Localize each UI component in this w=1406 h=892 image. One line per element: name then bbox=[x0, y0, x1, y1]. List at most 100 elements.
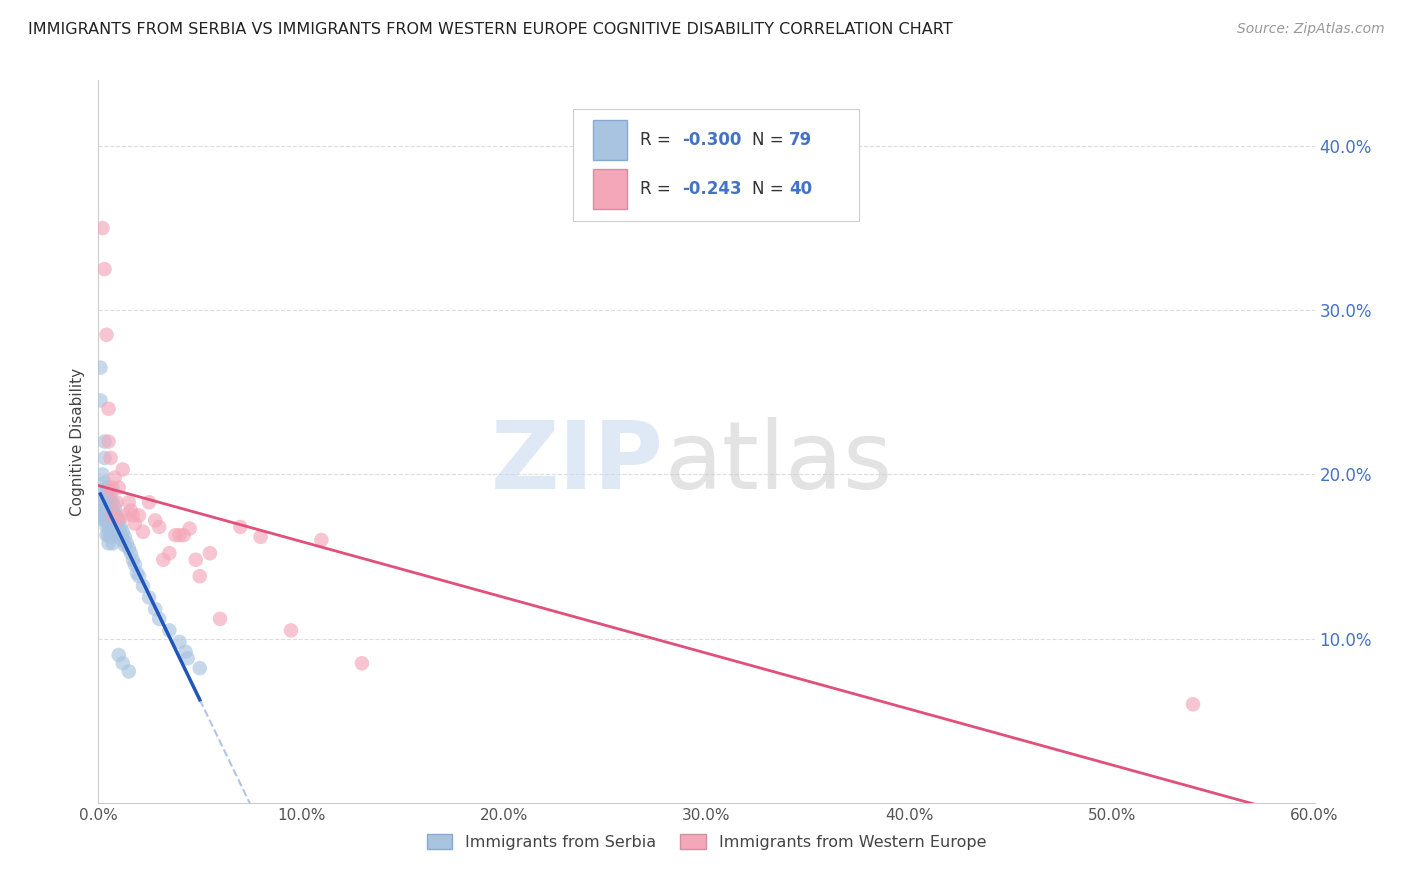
Point bbox=[91, 491, 114, 506]
Point bbox=[311, 533, 333, 547]
Point bbox=[89, 360, 111, 375]
Text: N =: N = bbox=[752, 131, 789, 149]
Point bbox=[120, 503, 142, 517]
Point bbox=[229, 520, 252, 534]
Point bbox=[188, 569, 211, 583]
Point bbox=[101, 536, 124, 550]
Point bbox=[101, 481, 124, 495]
FancyBboxPatch shape bbox=[593, 169, 627, 209]
Point bbox=[105, 516, 128, 531]
Point bbox=[89, 483, 111, 498]
Point bbox=[120, 546, 142, 560]
Point bbox=[93, 262, 115, 277]
Point bbox=[97, 481, 120, 495]
Text: ZIP: ZIP bbox=[491, 417, 664, 509]
Point bbox=[97, 536, 120, 550]
Point bbox=[97, 512, 120, 526]
Point bbox=[91, 467, 114, 482]
Point bbox=[96, 513, 118, 527]
Point bbox=[96, 481, 118, 495]
Point bbox=[97, 528, 120, 542]
Point bbox=[91, 497, 114, 511]
Point bbox=[148, 612, 170, 626]
Point bbox=[96, 497, 118, 511]
Text: 79: 79 bbox=[789, 131, 813, 149]
Point bbox=[152, 553, 174, 567]
Point bbox=[1182, 698, 1205, 712]
Point bbox=[100, 530, 122, 544]
FancyBboxPatch shape bbox=[572, 109, 859, 221]
Legend: Immigrants from Serbia, Immigrants from Western Europe: Immigrants from Serbia, Immigrants from … bbox=[420, 828, 993, 856]
Point bbox=[174, 645, 197, 659]
Point bbox=[128, 569, 150, 583]
Point bbox=[100, 495, 122, 509]
Point bbox=[104, 516, 127, 531]
Point bbox=[198, 546, 221, 560]
FancyBboxPatch shape bbox=[593, 120, 627, 161]
Point bbox=[132, 579, 155, 593]
Point bbox=[97, 434, 120, 449]
Point bbox=[91, 508, 114, 523]
Point bbox=[97, 487, 120, 501]
Point bbox=[97, 401, 120, 416]
Point bbox=[122, 553, 145, 567]
Text: Source: ZipAtlas.com: Source: ZipAtlas.com bbox=[1237, 22, 1385, 37]
Point bbox=[93, 434, 115, 449]
Text: -0.300: -0.300 bbox=[682, 131, 741, 149]
Point bbox=[176, 651, 198, 665]
Point bbox=[104, 508, 127, 523]
Point bbox=[125, 566, 148, 580]
Point bbox=[93, 450, 115, 465]
Point bbox=[97, 495, 120, 509]
Point bbox=[118, 665, 141, 679]
Point bbox=[280, 624, 302, 638]
Point bbox=[96, 520, 118, 534]
Point bbox=[122, 508, 145, 523]
Point bbox=[101, 528, 124, 542]
Point bbox=[173, 528, 195, 542]
Point bbox=[132, 524, 155, 539]
Point bbox=[100, 520, 122, 534]
Text: N =: N = bbox=[752, 179, 789, 198]
Point bbox=[91, 221, 114, 235]
Point bbox=[110, 520, 132, 534]
Point bbox=[138, 591, 160, 605]
Point bbox=[111, 657, 134, 671]
Point bbox=[114, 508, 136, 523]
Point bbox=[100, 512, 122, 526]
Point bbox=[101, 512, 124, 526]
Y-axis label: Cognitive Disability: Cognitive Disability bbox=[70, 368, 86, 516]
Point bbox=[350, 657, 373, 671]
Point bbox=[107, 481, 129, 495]
Point bbox=[96, 489, 118, 503]
Point bbox=[107, 522, 129, 536]
Point bbox=[157, 624, 180, 638]
Point bbox=[93, 503, 115, 517]
Point bbox=[184, 553, 207, 567]
Point bbox=[100, 483, 122, 498]
Point bbox=[105, 508, 128, 523]
Point bbox=[107, 648, 129, 662]
Point bbox=[157, 546, 180, 560]
Text: IMMIGRANTS FROM SERBIA VS IMMIGRANTS FROM WESTERN EUROPE COGNITIVE DISABILITY CO: IMMIGRANTS FROM SERBIA VS IMMIGRANTS FRO… bbox=[28, 22, 953, 37]
Point bbox=[91, 503, 114, 517]
Text: R =: R = bbox=[640, 131, 676, 149]
Point bbox=[93, 513, 115, 527]
Text: R =: R = bbox=[640, 179, 676, 198]
Point bbox=[107, 512, 129, 526]
Point bbox=[143, 513, 166, 527]
Point bbox=[209, 612, 232, 626]
Point bbox=[143, 602, 166, 616]
Point bbox=[96, 528, 118, 542]
Point bbox=[104, 524, 127, 539]
Point bbox=[124, 516, 146, 531]
Point bbox=[100, 450, 122, 465]
Point bbox=[96, 505, 118, 519]
Point bbox=[111, 524, 134, 539]
Text: -0.243: -0.243 bbox=[682, 179, 742, 198]
Point bbox=[91, 512, 114, 526]
Point bbox=[249, 530, 271, 544]
Point bbox=[101, 508, 124, 523]
Point bbox=[104, 470, 127, 484]
Point bbox=[169, 528, 191, 542]
